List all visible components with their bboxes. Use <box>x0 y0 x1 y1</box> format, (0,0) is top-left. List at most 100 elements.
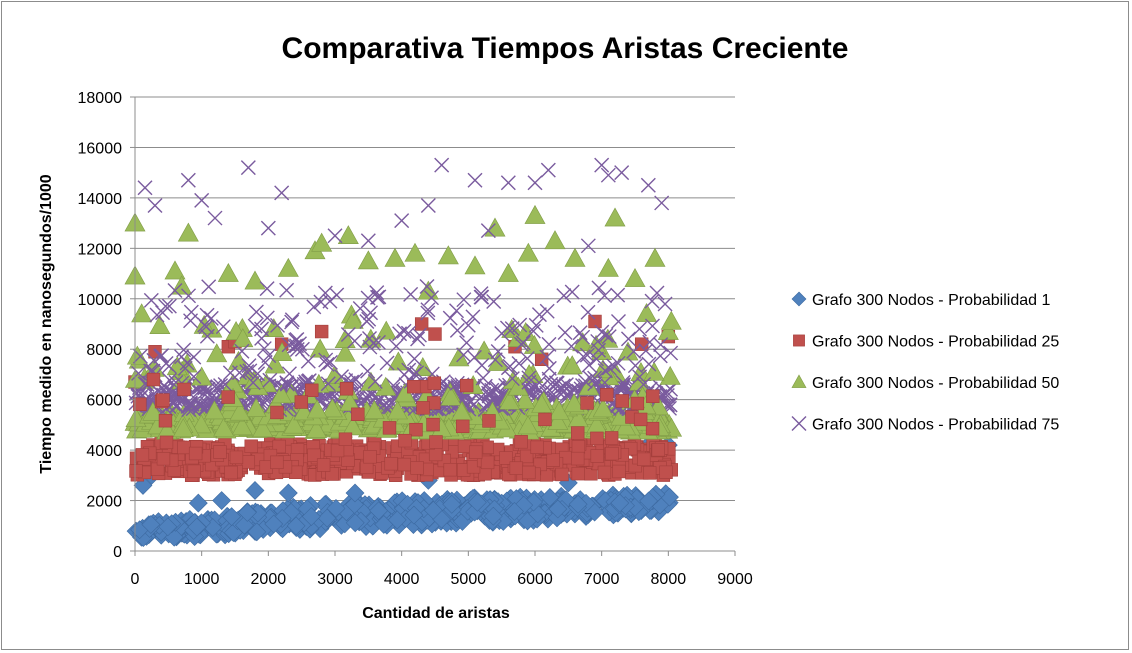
data-point <box>571 451 585 466</box>
data-point <box>610 287 626 303</box>
data-point <box>424 290 439 306</box>
data-point <box>630 396 645 411</box>
data-point <box>563 393 585 413</box>
data-point <box>360 363 376 379</box>
data-point <box>271 342 293 362</box>
data-point <box>514 435 528 449</box>
data-point <box>229 450 244 465</box>
data-point <box>481 388 497 404</box>
data-point <box>604 431 619 445</box>
data-point <box>473 286 489 302</box>
x-tick-label: 2000 <box>251 571 287 588</box>
data-point <box>601 329 617 345</box>
legend-marker <box>793 334 805 347</box>
data-point <box>442 494 462 514</box>
data-point <box>633 412 648 427</box>
legend-marker <box>791 416 807 431</box>
legend-label: Grafo 300 Nodos - Probabilidad 75 <box>812 417 1059 434</box>
data-point <box>588 314 602 329</box>
data-point <box>437 245 459 265</box>
data-point <box>132 348 148 364</box>
data-point <box>626 343 642 359</box>
data-point <box>363 305 379 321</box>
data-point <box>540 162 556 178</box>
y-tick-label: 16000 <box>78 140 123 157</box>
data-point <box>581 357 597 373</box>
data-point <box>498 390 520 410</box>
x-tick-label: 3000 <box>317 571 353 588</box>
data-point <box>420 302 436 318</box>
data-point <box>187 464 201 479</box>
data-point <box>294 395 309 409</box>
data-point <box>284 312 300 328</box>
data-point <box>345 513 365 533</box>
data-point <box>142 401 164 421</box>
data-point <box>480 223 496 239</box>
data-point <box>590 449 604 463</box>
data-point <box>263 318 285 338</box>
data-point <box>156 452 171 466</box>
data-point <box>388 338 404 354</box>
data-point <box>241 455 256 469</box>
y-tick-label: 8000 <box>86 342 122 359</box>
data-point <box>459 378 474 393</box>
x-tick-label: 7000 <box>584 571 620 588</box>
data-point <box>547 410 569 430</box>
data-point <box>176 342 192 358</box>
data-point <box>279 282 295 298</box>
data-point <box>651 443 665 457</box>
data-point <box>531 307 547 323</box>
data-point <box>644 247 666 267</box>
data-point <box>568 494 588 514</box>
data-point <box>547 508 567 528</box>
data-point <box>416 401 430 415</box>
data-point <box>316 458 331 472</box>
data-point <box>637 452 651 466</box>
data-point <box>514 495 534 515</box>
x-tick-label: 5000 <box>451 571 487 588</box>
data-point <box>468 445 483 459</box>
data-point <box>259 281 275 297</box>
data-point <box>248 304 264 320</box>
data-point <box>597 288 613 304</box>
data-point <box>207 210 223 226</box>
series-cross-spread <box>131 278 679 393</box>
data-point <box>467 172 483 188</box>
x-tick-label: 6000 <box>517 571 553 588</box>
data-point <box>206 343 228 363</box>
data-point <box>624 267 646 287</box>
data-point <box>427 376 442 390</box>
data-point <box>511 355 527 371</box>
y-tick-label: 10000 <box>78 292 123 309</box>
data-point <box>244 439 258 453</box>
data-point <box>612 464 626 479</box>
data-point <box>610 313 626 329</box>
data-point <box>369 501 389 521</box>
data-point <box>636 302 658 322</box>
data-point <box>591 280 607 296</box>
data-point <box>191 366 213 386</box>
data-point <box>521 370 537 386</box>
data-point <box>507 376 529 396</box>
data-point <box>404 505 424 525</box>
data-point <box>580 396 594 410</box>
data-point <box>575 329 591 345</box>
legend-label: Grafo 300 Nodos - Probabilidad 25 <box>812 334 1059 351</box>
data-point <box>605 446 619 461</box>
y-tick-label: 0 <box>113 544 122 561</box>
legend-label: Grafo 300 Nodos - Probabilidad 50 <box>812 375 1059 392</box>
data-point <box>264 354 286 374</box>
data-point <box>643 361 665 381</box>
y-axis-title: Tiempo medido en nanosegundos/1000 <box>38 174 55 473</box>
data-point <box>182 396 198 412</box>
data-point <box>442 310 458 326</box>
data-point <box>146 372 161 387</box>
data-point <box>284 314 300 330</box>
data-point <box>659 365 681 385</box>
data-point <box>342 416 364 436</box>
data-point <box>600 167 616 183</box>
data-point <box>177 222 199 242</box>
data-point <box>322 354 338 370</box>
data-point <box>382 421 397 435</box>
data-point <box>177 440 191 455</box>
